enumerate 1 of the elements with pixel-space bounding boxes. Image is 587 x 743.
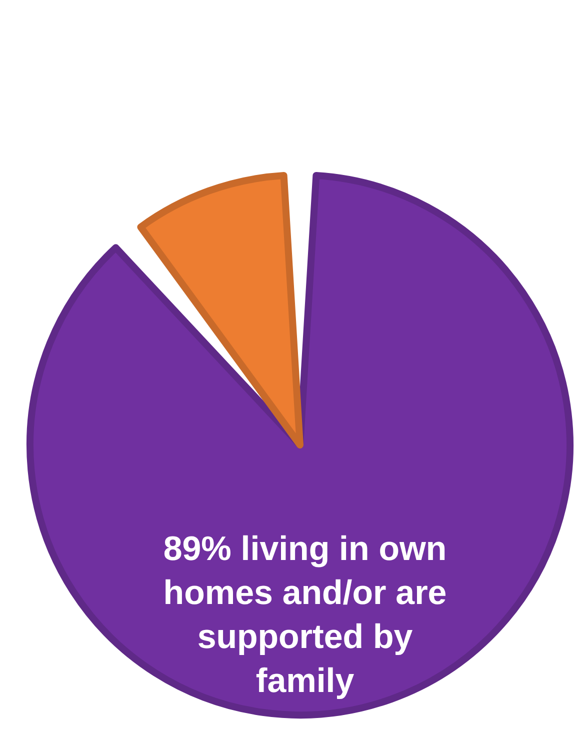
slice-label: 89% living in own homes and/or are supported by family [163,530,447,700]
